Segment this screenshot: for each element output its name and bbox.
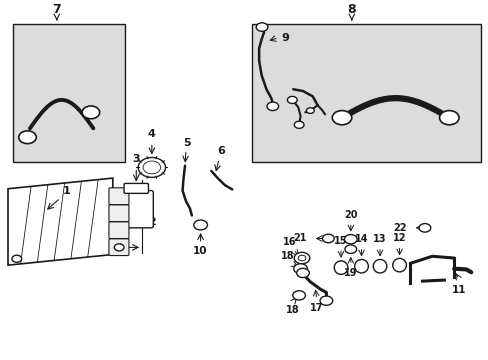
Text: 8: 8 — [347, 4, 355, 17]
FancyBboxPatch shape — [109, 239, 129, 256]
Text: 11: 11 — [451, 285, 466, 295]
Ellipse shape — [372, 260, 386, 273]
Text: 10: 10 — [192, 246, 206, 256]
Text: 13: 13 — [372, 234, 386, 244]
Circle shape — [82, 106, 100, 119]
Text: 4: 4 — [147, 129, 156, 139]
Circle shape — [143, 161, 160, 174]
Text: 22: 22 — [392, 223, 406, 233]
Text: 18: 18 — [285, 305, 299, 315]
Circle shape — [344, 245, 356, 253]
Text: 9: 9 — [281, 33, 288, 43]
Circle shape — [306, 108, 314, 113]
Circle shape — [114, 244, 124, 251]
Text: 6: 6 — [217, 146, 224, 156]
Ellipse shape — [333, 261, 347, 274]
Circle shape — [418, 224, 430, 232]
Text: 15: 15 — [334, 235, 347, 246]
Text: 2: 2 — [148, 217, 155, 227]
Circle shape — [298, 255, 305, 261]
Circle shape — [256, 23, 267, 31]
Text: 3: 3 — [132, 154, 140, 164]
Circle shape — [292, 291, 305, 300]
FancyBboxPatch shape — [109, 205, 129, 222]
Circle shape — [294, 121, 304, 129]
Text: 17: 17 — [309, 303, 323, 313]
Ellipse shape — [354, 260, 367, 273]
Circle shape — [287, 96, 297, 103]
Text: 21: 21 — [293, 234, 306, 243]
Text: 14: 14 — [354, 234, 367, 244]
Circle shape — [344, 235, 356, 244]
Circle shape — [439, 111, 458, 125]
Circle shape — [138, 157, 165, 177]
FancyBboxPatch shape — [119, 190, 153, 228]
Text: 20: 20 — [344, 210, 357, 220]
Circle shape — [331, 111, 351, 125]
Circle shape — [320, 296, 332, 305]
Circle shape — [293, 264, 307, 274]
FancyBboxPatch shape — [109, 222, 129, 239]
Text: 12: 12 — [392, 233, 406, 243]
Ellipse shape — [392, 258, 406, 272]
Text: 1: 1 — [62, 186, 70, 195]
Circle shape — [266, 102, 278, 111]
FancyBboxPatch shape — [109, 188, 129, 204]
Circle shape — [19, 131, 36, 144]
Text: 7: 7 — [52, 4, 61, 17]
Circle shape — [193, 220, 207, 230]
Polygon shape — [8, 178, 113, 265]
Bar — [13, 23, 125, 162]
Circle shape — [294, 252, 309, 264]
Circle shape — [296, 268, 309, 278]
Text: 5: 5 — [183, 138, 190, 148]
Text: 18: 18 — [280, 251, 294, 261]
Circle shape — [322, 234, 333, 243]
Text: 16: 16 — [282, 237, 296, 247]
Bar — [251, 23, 480, 162]
FancyBboxPatch shape — [124, 184, 148, 193]
Circle shape — [12, 255, 21, 262]
Text: 19: 19 — [344, 267, 357, 278]
